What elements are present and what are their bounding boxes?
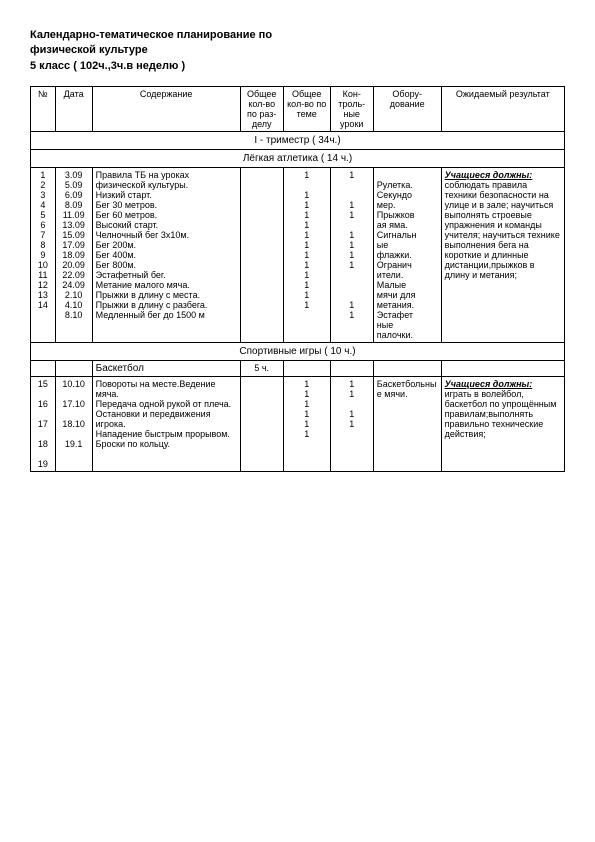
athletics-equip: Рулетка. Секундо мер. Прыжков ая яма. Си… [373,168,441,343]
th-total: Общее кол-во по раз-делу [240,87,283,132]
th-topic: Общее кол-во по теме [283,87,330,132]
th-control: Кон-троль-ные уроки [330,87,373,132]
page-title: Календарно-тематическое планирование по … [30,28,565,74]
basketball-topic: 1 1 1 1 1 1 [283,377,330,472]
section-trimester: I - триместр ( 34ч.) [31,132,565,150]
basketball-row: 15 16 17 18 19 10.10 17.10 18.10 19.1 По… [31,377,565,472]
th-num: № [31,87,56,132]
athletics-row: 1 2 3 4 5 6 7 8 9 10 11 12 13 14 3.09 5.… [31,168,565,343]
athletics-topic: 1 1 1 1 1 1 1 1 1 1 1 1 1 [283,168,330,343]
header-row: № Дата Содержание Общее кол-во по раз-де… [31,87,565,132]
athletics-control: 1 1 1 1 1 1 1 1 1 [330,168,373,343]
planning-table: № Дата Содержание Общее кол-во по раз-де… [30,86,565,472]
th-equip: Обору-дование [373,87,441,132]
basketball-control: 1 1 1 1 [330,377,373,472]
basketball-dates: 10.10 17.10 18.10 19.1 [55,377,92,472]
athletics-result: Учащиеся должны: соблюдать правила техни… [441,168,564,343]
basketball-total [240,377,283,472]
section-athletics: Лёгкая атлетика ( 14 ч.) [31,150,565,168]
basketball-equip: Баскетбольные мячи. [373,377,441,472]
th-content: Содержание [92,87,240,132]
th-date: Дата [55,87,92,132]
athletics-dates: 3.09 5.09 6.09 8.09 11.09 13.09 15.09 17… [55,168,92,343]
basketball-content: Повороты на месте.Ведение мяча. Передача… [92,377,240,472]
athletics-content: Правила ТБ на уроках физической культуры… [92,168,240,343]
basketball-subheader: Баскетбол 5 ч. [31,361,565,377]
th-result: Ожидаемый результат [441,87,564,132]
basketball-result: Учащиеся должны: играть в волейбол, баск… [441,377,564,472]
section-sports: Спортивные игры ( 10 ч.) [31,343,565,361]
basketball-nums: 15 16 17 18 19 [31,377,56,472]
athletics-nums: 1 2 3 4 5 6 7 8 9 10 11 12 13 14 [31,168,56,343]
athletics-total [240,168,283,343]
